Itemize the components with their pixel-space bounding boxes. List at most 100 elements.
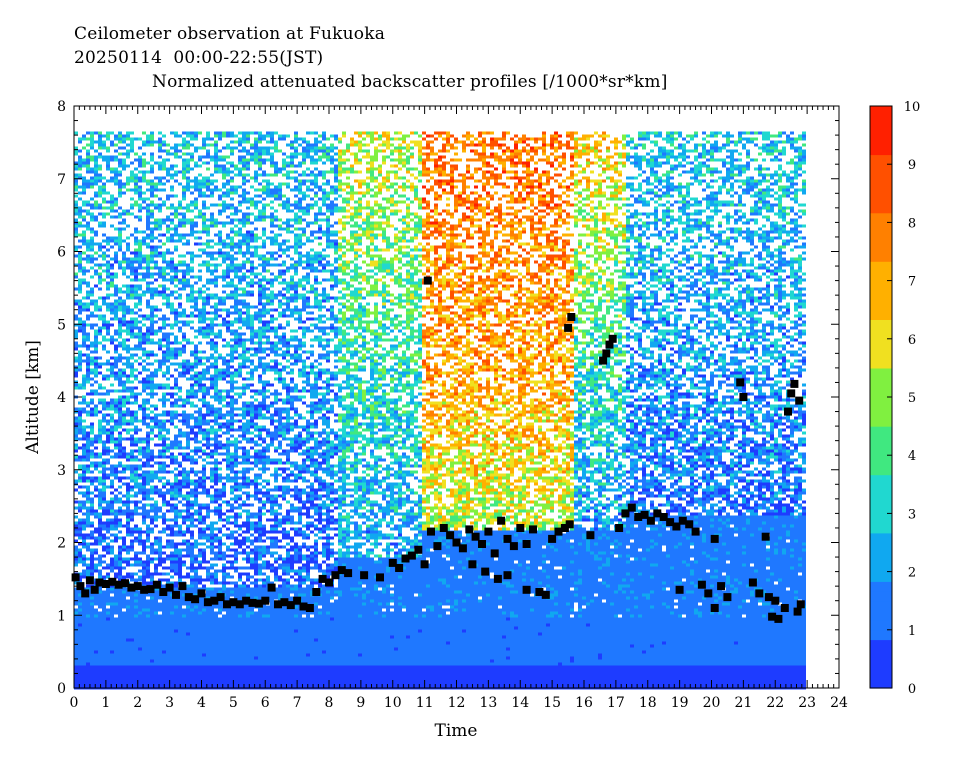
heatmap-cell [150, 258, 154, 261]
heatmap-cell [86, 309, 90, 312]
heatmap-cell [162, 384, 166, 387]
heatmap-cell [74, 429, 78, 432]
heatmap-cell [194, 354, 198, 357]
heatmap-cell [198, 408, 202, 411]
heatmap-cell [198, 654, 202, 657]
heatmap-cell [98, 429, 102, 432]
heatmap-cell [78, 549, 82, 552]
heatmap-cell [122, 147, 126, 150]
heatmap-cell [166, 465, 170, 468]
heatmap-cell [194, 378, 198, 381]
heatmap-cell [174, 513, 178, 516]
heatmap-cell [106, 678, 110, 681]
heatmap-cell [198, 249, 202, 252]
heatmap-cell [110, 450, 114, 453]
heatmap-cell [142, 660, 146, 663]
heatmap-cell [166, 399, 170, 402]
heatmap-cell [106, 135, 110, 138]
heatmap-cell [146, 135, 150, 138]
heatmap-cell [114, 645, 118, 648]
heatmap-cell [178, 342, 182, 345]
heatmap-cell [94, 357, 98, 360]
heatmap-cell [150, 138, 154, 141]
heatmap-cell [190, 651, 194, 654]
heatmap-cell [138, 447, 142, 450]
heatmap-cell [198, 276, 202, 279]
heatmap-cell [82, 180, 86, 183]
heatmap-cell [134, 513, 138, 516]
heatmap-cell [194, 147, 198, 150]
heatmap-cell [90, 177, 94, 180]
heatmap-cell [134, 579, 138, 582]
heatmap-cell [170, 324, 174, 327]
heatmap-cell [98, 522, 102, 525]
heatmap-cell [170, 672, 174, 675]
heatmap-cell [122, 303, 126, 306]
heatmap-cell [82, 546, 86, 549]
heatmap-cell [150, 480, 154, 483]
heatmap-cell [86, 564, 90, 567]
heatmap-cell [78, 636, 82, 639]
heatmap-cell [154, 654, 158, 657]
heatmap-cell [150, 663, 154, 666]
heatmap-cell [186, 153, 190, 156]
heatmap-cell [174, 474, 178, 477]
heatmap-cell [170, 420, 174, 423]
heatmap-cell [198, 255, 202, 258]
heatmap-cell [90, 159, 94, 162]
heatmap-cell [142, 477, 146, 480]
heatmap-cell [186, 675, 190, 678]
heatmap-cell [138, 339, 142, 342]
heatmap-cell [86, 585, 90, 588]
heatmap-cell [154, 492, 158, 495]
heatmap-cell [94, 486, 98, 489]
heatmap-cell [134, 639, 138, 642]
heatmap-cell [150, 660, 154, 663]
heatmap-cell [166, 354, 170, 357]
heatmap-cell [122, 261, 126, 264]
heatmap-cell [194, 396, 198, 399]
heatmap-cell [178, 375, 182, 378]
heatmap-cell [114, 183, 118, 186]
heatmap-cell [150, 186, 154, 189]
heatmap-cell [94, 252, 98, 255]
heatmap-cell [134, 633, 138, 636]
heatmap-cell [162, 672, 166, 675]
heatmap-cell [198, 294, 202, 297]
heatmap-cell [82, 252, 86, 255]
heatmap-cell [82, 654, 86, 657]
heatmap-cell [150, 252, 154, 255]
heatmap-cell [138, 210, 142, 213]
heatmap-cell [142, 543, 146, 546]
heatmap-cell [130, 297, 134, 300]
heatmap-cell [138, 156, 142, 159]
heatmap-cell [150, 429, 154, 432]
heatmap-cell [186, 315, 190, 318]
heatmap-cell [118, 141, 122, 144]
heatmap-cell [198, 624, 202, 627]
heatmap-cell [94, 306, 98, 309]
heatmap-cell [114, 408, 118, 411]
heatmap-cell [130, 681, 134, 684]
heatmap-cell [194, 648, 198, 651]
heatmap-cell [138, 204, 142, 207]
heatmap-cell [158, 639, 162, 642]
heatmap-cell [90, 141, 94, 144]
heatmap-cell [130, 330, 134, 333]
heatmap-cell [190, 153, 194, 156]
heatmap-cell [122, 429, 126, 432]
heatmap-cell [118, 615, 122, 618]
heatmap-cell [106, 390, 110, 393]
heatmap-cell [146, 621, 150, 624]
heatmap-cell [146, 648, 150, 651]
heatmap-cell [138, 507, 142, 510]
heatmap-cell [142, 408, 146, 411]
heatmap-cell [86, 426, 90, 429]
heatmap-cell [142, 603, 146, 606]
heatmap-cell [118, 555, 122, 558]
heatmap-cell [154, 516, 158, 519]
heatmap-cell [142, 462, 146, 465]
heatmap-cell [102, 426, 106, 429]
heatmap-cell [182, 369, 186, 372]
heatmap-cell [174, 195, 178, 198]
